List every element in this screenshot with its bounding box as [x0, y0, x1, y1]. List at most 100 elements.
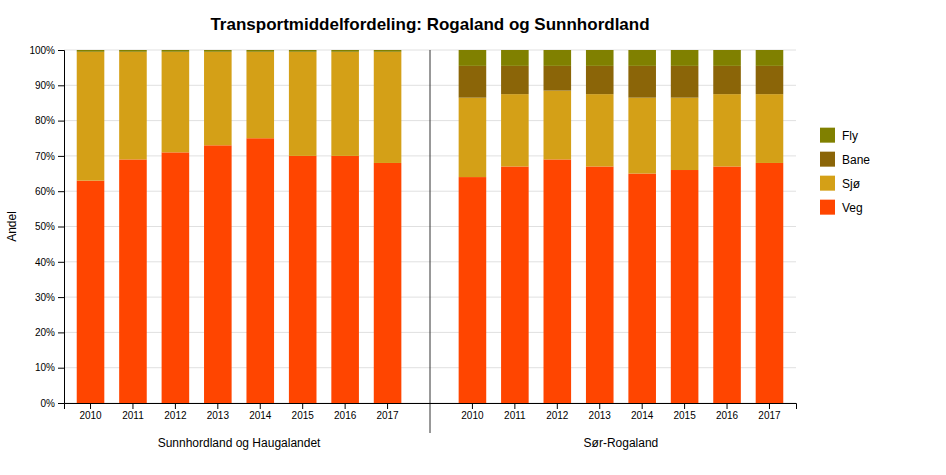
bar	[544, 50, 572, 66]
x-tick: 2017	[758, 403, 781, 421]
bar	[331, 50, 359, 52]
bar	[162, 50, 190, 52]
bar	[374, 163, 402, 403]
group-label: Sunnhordland og Haugalandet	[158, 436, 321, 450]
legend: Fly Bane Sjø Veg	[820, 128, 870, 215]
bar	[246, 138, 274, 403]
group-separator	[430, 50, 431, 433]
x-tick: 2015	[292, 403, 315, 421]
x-tick-mark	[642, 403, 643, 409]
y-tick: 30%	[35, 292, 64, 303]
legend-swatch	[820, 128, 835, 143]
y-tick-mark	[58, 156, 64, 157]
bar	[756, 66, 784, 94]
bar	[289, 52, 317, 156]
bar	[628, 50, 656, 66]
x-tick-mark	[387, 403, 388, 409]
legend-item: Sjø	[820, 176, 861, 191]
bar	[204, 145, 232, 403]
bar	[119, 52, 147, 160]
x-tick-label: 2017	[758, 410, 781, 421]
y-axis-line	[58, 51, 65, 404]
y-tick-mark	[58, 50, 64, 51]
y-tick: 90%	[35, 80, 64, 91]
x-tick-label: 2015	[673, 410, 696, 421]
bar	[77, 52, 105, 181]
y-tick-label: 50%	[35, 221, 55, 232]
legend-label: Sjø	[842, 177, 861, 191]
bar	[628, 98, 656, 174]
x-tick-label: 2016	[716, 410, 739, 421]
bar	[204, 52, 232, 146]
x-tick-mark	[345, 403, 346, 409]
y-tick: 40%	[35, 257, 64, 268]
bar	[544, 91, 572, 160]
bar	[331, 156, 359, 403]
legend-swatch	[820, 200, 835, 215]
x-tick: 2017	[376, 403, 399, 421]
x-tick: 2012	[164, 403, 187, 421]
bar	[459, 177, 487, 403]
bar	[586, 166, 614, 403]
y-tick-label: 80%	[35, 115, 55, 126]
x-tick-label: 2014	[631, 410, 654, 421]
bar	[671, 66, 699, 98]
x-tick-mark	[599, 403, 600, 409]
bar	[501, 66, 529, 94]
bar	[162, 52, 190, 153]
bar	[374, 52, 402, 163]
bar	[544, 66, 572, 91]
bar	[628, 66, 656, 98]
legend-item: Bane	[820, 152, 870, 167]
series-bars	[459, 66, 784, 98]
x-tick-label: 2011	[504, 410, 526, 421]
bar	[501, 50, 529, 66]
y-tick-label: 0%	[41, 398, 56, 409]
y-tick-label: 40%	[35, 257, 55, 268]
legend-item: Veg	[820, 200, 863, 215]
bar	[501, 94, 529, 166]
y-tick-label: 30%	[35, 292, 55, 303]
bar	[331, 52, 359, 156]
x-tick: 2014	[631, 403, 654, 421]
y-tick: 0%	[41, 398, 64, 409]
y-tick-label: 90%	[35, 80, 55, 91]
x-tick-label: 2010	[79, 410, 102, 421]
x-tick: 2010	[461, 403, 484, 421]
y-tick: 50%	[35, 221, 64, 232]
y-tick-mark	[58, 191, 64, 192]
y-tick-mark	[58, 121, 64, 122]
bar	[713, 66, 741, 94]
x-tick: 2013	[589, 403, 612, 421]
chart: 2010201120122013201420152016201720102011…	[0, 0, 946, 475]
bar	[459, 98, 487, 177]
x-tick-mark	[472, 403, 473, 409]
legend-swatch	[820, 176, 835, 191]
bar	[459, 50, 487, 66]
y-tick: 80%	[35, 115, 64, 126]
y-tick-label: 10%	[35, 362, 55, 373]
x-tick-mark	[302, 403, 303, 409]
x-tick: 2015	[673, 403, 696, 421]
x-tick-mark	[557, 403, 558, 409]
x-tick-label: 2012	[164, 410, 187, 421]
bar	[119, 159, 147, 403]
x-tick-label: 2013	[207, 410, 230, 421]
x-tick-label: 2010	[461, 410, 484, 421]
x-tick-mark	[175, 403, 176, 409]
legend-label: Fly	[842, 129, 858, 143]
y-tick-mark	[58, 403, 64, 404]
bar	[289, 50, 317, 52]
bar	[671, 98, 699, 170]
bar	[204, 50, 232, 52]
y-tick: 70%	[35, 151, 64, 162]
x-tick-label: 2014	[249, 410, 272, 421]
x-axis: 2010201120122013201420152016201720102011…	[65, 403, 797, 421]
bar	[713, 50, 741, 66]
bar	[586, 66, 614, 94]
x-tick-label: 2015	[292, 410, 315, 421]
bar	[119, 50, 147, 52]
y-tick: 10%	[35, 362, 64, 373]
y-tick: 20%	[35, 327, 64, 338]
x-tick: 2016	[716, 403, 739, 421]
